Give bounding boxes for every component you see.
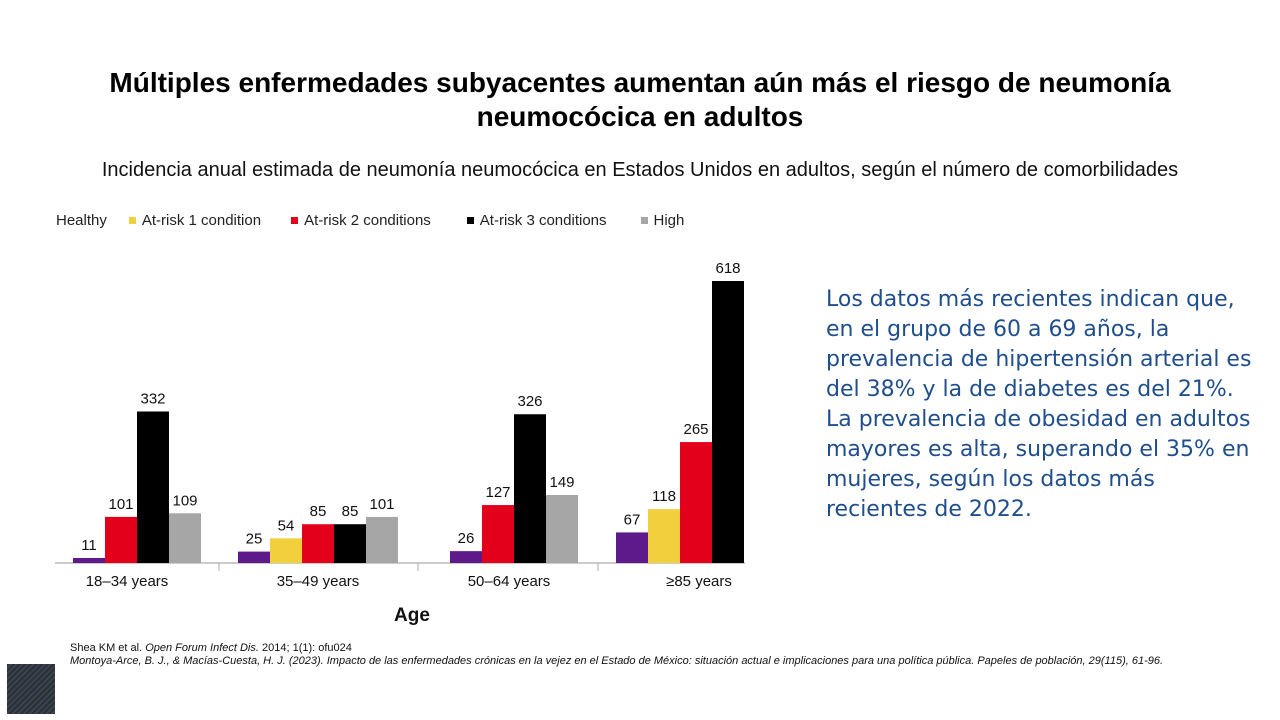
bar: [73, 557, 105, 563]
data-label: 118: [652, 488, 676, 505]
bar: [105, 516, 137, 563]
bar: [450, 551, 482, 563]
bar: [137, 411, 169, 563]
bar: [238, 551, 270, 563]
data-label: 25: [246, 531, 263, 548]
x-tick-label: 18–34 years: [86, 573, 169, 590]
bar: [270, 538, 302, 563]
data-label: 54: [278, 517, 295, 534]
data-label: 109: [172, 492, 197, 509]
data-label: 85: [310, 503, 327, 520]
side-note: Los datos más recientes indican que, en …: [826, 287, 1252, 522]
x-axis-label: Age: [394, 605, 430, 626]
legend-swatch: [128, 217, 136, 224]
bar: [680, 442, 712, 563]
data-label: 149: [549, 474, 574, 491]
bar: [616, 532, 648, 563]
bar: [648, 509, 680, 563]
legend-item: At-risk 1 condition: [128, 212, 262, 229]
legend-item: At-risk 3 conditions: [466, 212, 607, 229]
x-tick-label: 50–64 years: [468, 573, 551, 590]
x-tick-label: ≥85 years: [666, 573, 732, 590]
data-label: 67: [624, 511, 641, 528]
chart-legend: Healthy At-risk 1 condition At-risk 2 cond…: [56, 212, 684, 229]
bar: [514, 414, 546, 563]
data-label: 11: [81, 537, 97, 554]
logo: [7, 664, 55, 714]
bar: [302, 524, 334, 563]
legend-item: At-risk 2 conditions: [291, 212, 431, 229]
data-label: 101: [108, 496, 133, 513]
data-label: 85: [342, 503, 359, 520]
reference-1: Shea KM et al. Open Forum Infect Dis. 20…: [70, 642, 1180, 655]
ref1-rest: 2014; 1(1): ofu024: [258, 642, 352, 654]
data-label: 127: [485, 484, 510, 501]
data-label: 326: [517, 393, 542, 410]
data-label: 332: [140, 391, 165, 408]
bar: [546, 495, 578, 563]
x-tick-label: 35–49 years: [277, 573, 360, 590]
legend-swatch: [640, 217, 648, 224]
legend-swatch: [466, 217, 474, 224]
legend-swatch: [291, 217, 299, 224]
legend-label: Healthy: [56, 212, 107, 229]
data-label: 26: [458, 530, 475, 547]
legend-item: High: [640, 212, 685, 229]
data-label: 618: [715, 260, 740, 277]
legend-item: Healthy: [56, 212, 107, 229]
data-label: 265: [683, 421, 708, 438]
ref1-journal: Open Forum Infect Dis.: [145, 642, 259, 654]
legend-label: At-risk 3 conditions: [479, 212, 607, 229]
chart-subtitle: Incidencia anual estimada de neumonía ne…: [101, 159, 1179, 181]
legend-label: At-risk 1 condition: [141, 212, 262, 229]
bar: [482, 505, 514, 563]
ref2-text: Montoya-Arce, B. J., & Macías-Cuesta, H.…: [70, 655, 1164, 667]
reference-2: Montoya-Arce, B. J., & Macías-Cuesta, H.…: [70, 655, 1180, 668]
legend-label: At-risk 2 conditions: [304, 212, 431, 229]
ref1-authors: Shea KM et al.: [70, 642, 146, 654]
data-label: 101: [369, 496, 394, 513]
legend-label: High: [653, 212, 685, 229]
references: Shea KM et al. Open Forum Infect Dis. 20…: [70, 642, 1180, 668]
bar: [169, 513, 201, 563]
bar: [712, 281, 744, 563]
bar: [366, 516, 398, 563]
slide-title: Múltiples enfermedades subyacentes aumen…: [109, 67, 1171, 132]
bar: [334, 524, 366, 563]
